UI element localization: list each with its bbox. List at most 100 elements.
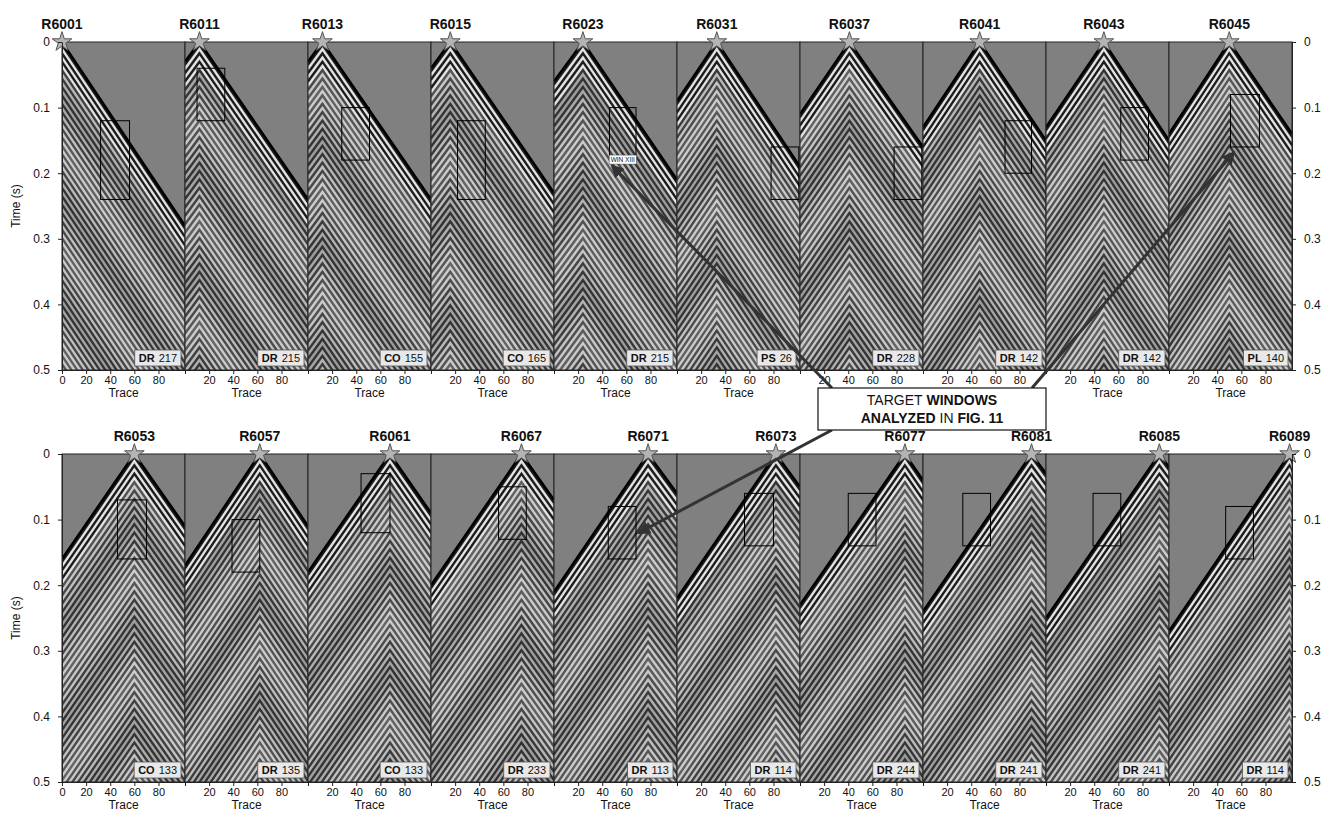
- gather-code: DR: [877, 764, 893, 776]
- tick-label: 20: [818, 786, 830, 798]
- tick: 40: [474, 782, 486, 798]
- first-break: [62, 454, 185, 559]
- tick-label: 0.4: [33, 298, 50, 312]
- tick: 40: [966, 370, 978, 386]
- texture-stripe: [677, 343, 800, 370]
- tick: 60: [867, 370, 879, 386]
- tick-mark: [431, 782, 432, 786]
- panel: DR22820406080R6037: [800, 16, 924, 524]
- panel: DR11320406080R6071: [554, 428, 678, 819]
- source-star: [1094, 32, 1114, 51]
- axis-line: [801, 782, 924, 783]
- tick: 40: [843, 782, 855, 798]
- texture-stripe: [431, 747, 554, 782]
- tick-label: 40: [474, 786, 486, 798]
- tick-label: 80: [522, 786, 534, 798]
- target-window: [117, 500, 146, 559]
- gather-number: 215: [651, 352, 669, 364]
- gather-label-text: CO165: [507, 352, 546, 364]
- tick: [308, 782, 309, 786]
- panel: DR24420406080R6077: [800, 428, 926, 819]
- axis-line: [678, 370, 801, 371]
- tick: 80: [153, 370, 165, 386]
- tick-label: 0.4: [1304, 298, 1321, 312]
- target-window: [1231, 94, 1260, 146]
- gather-label-text: PS26: [761, 352, 792, 364]
- tick: 40: [1089, 370, 1101, 386]
- gather-label-box: [1119, 350, 1165, 366]
- gather-label-box: [503, 350, 550, 366]
- gather-label-box: [628, 762, 673, 778]
- gather-code: DR: [877, 352, 893, 364]
- tick: 0: [59, 370, 65, 386]
- tick-mark: [58, 520, 62, 521]
- gather-label-box: [135, 350, 181, 366]
- source-star: [895, 444, 915, 463]
- tick: 60: [1236, 370, 1248, 386]
- gather-label: DR215: [258, 350, 304, 366]
- panel-frame: [1046, 42, 1169, 370]
- tick-mark: [1292, 370, 1296, 371]
- first-break: [431, 454, 554, 585]
- tick: 20: [572, 782, 584, 798]
- tick: 0.3: [1292, 232, 1321, 246]
- gather-label-box: [380, 350, 427, 366]
- tick: 80: [768, 782, 780, 798]
- tick-label: 60: [375, 374, 387, 386]
- texture-stripe: [923, 751, 1046, 782]
- gather-number: 135: [282, 764, 300, 776]
- tick: 0.1: [1292, 101, 1321, 115]
- target-window: [1121, 108, 1149, 160]
- tick-label: 40: [351, 374, 363, 386]
- plot-area: [554, 42, 677, 370]
- first-break: [308, 42, 431, 199]
- texture-stripe: [554, 352, 677, 370]
- first-break: [62, 42, 185, 226]
- axis-line: [186, 370, 309, 371]
- tick-label: 20: [203, 374, 215, 386]
- first-break: [1046, 42, 1169, 140]
- tick: 40: [228, 782, 240, 798]
- texture: [185, 457, 308, 782]
- tick: 0.3: [33, 644, 62, 658]
- texture-stripe: [185, 759, 308, 782]
- tick-label: 20: [695, 786, 707, 798]
- tick-label: 40: [843, 374, 855, 386]
- gather-label-box: [380, 762, 427, 778]
- tick: 40: [1212, 370, 1224, 386]
- tick: 0.5: [1292, 363, 1321, 377]
- tick-label: 80: [768, 374, 780, 386]
- tick: 80: [399, 782, 411, 798]
- gather-label: CO133: [380, 762, 427, 778]
- tick-label: 80: [276, 786, 288, 798]
- target-window: [745, 493, 774, 545]
- tick: 60: [621, 782, 633, 798]
- axis: 20406080: [555, 370, 678, 386]
- axis-line: [1170, 370, 1293, 371]
- source-star: [1219, 32, 1239, 51]
- tick-label: 80: [276, 374, 288, 386]
- tick-label: 80: [153, 374, 165, 386]
- tick: 0.4: [33, 710, 62, 724]
- tick-mark: [58, 651, 62, 652]
- texture-stripe: [677, 747, 800, 782]
- tick-label: 0.3: [1304, 232, 1321, 246]
- tick: [185, 370, 186, 374]
- tick: 0: [43, 35, 62, 49]
- axis-line: [924, 782, 1047, 783]
- gather-code: PS: [761, 352, 776, 364]
- tick: 80: [1137, 370, 1149, 386]
- tick-label: 20: [449, 374, 461, 386]
- tick-mark: [1292, 108, 1296, 109]
- gather-number: 215: [282, 352, 300, 364]
- tick: 0.5: [33, 775, 62, 789]
- tick: 0.4: [1292, 298, 1321, 312]
- axis-title: Time (s): [9, 184, 23, 228]
- gather-label: DR114: [751, 762, 796, 778]
- tick: 20: [695, 782, 707, 798]
- tick-label: 20: [326, 786, 338, 798]
- tick-mark: [1169, 370, 1170, 374]
- tick: 0.4: [33, 298, 62, 312]
- tick-label: 20: [572, 374, 584, 386]
- texture: [677, 457, 800, 782]
